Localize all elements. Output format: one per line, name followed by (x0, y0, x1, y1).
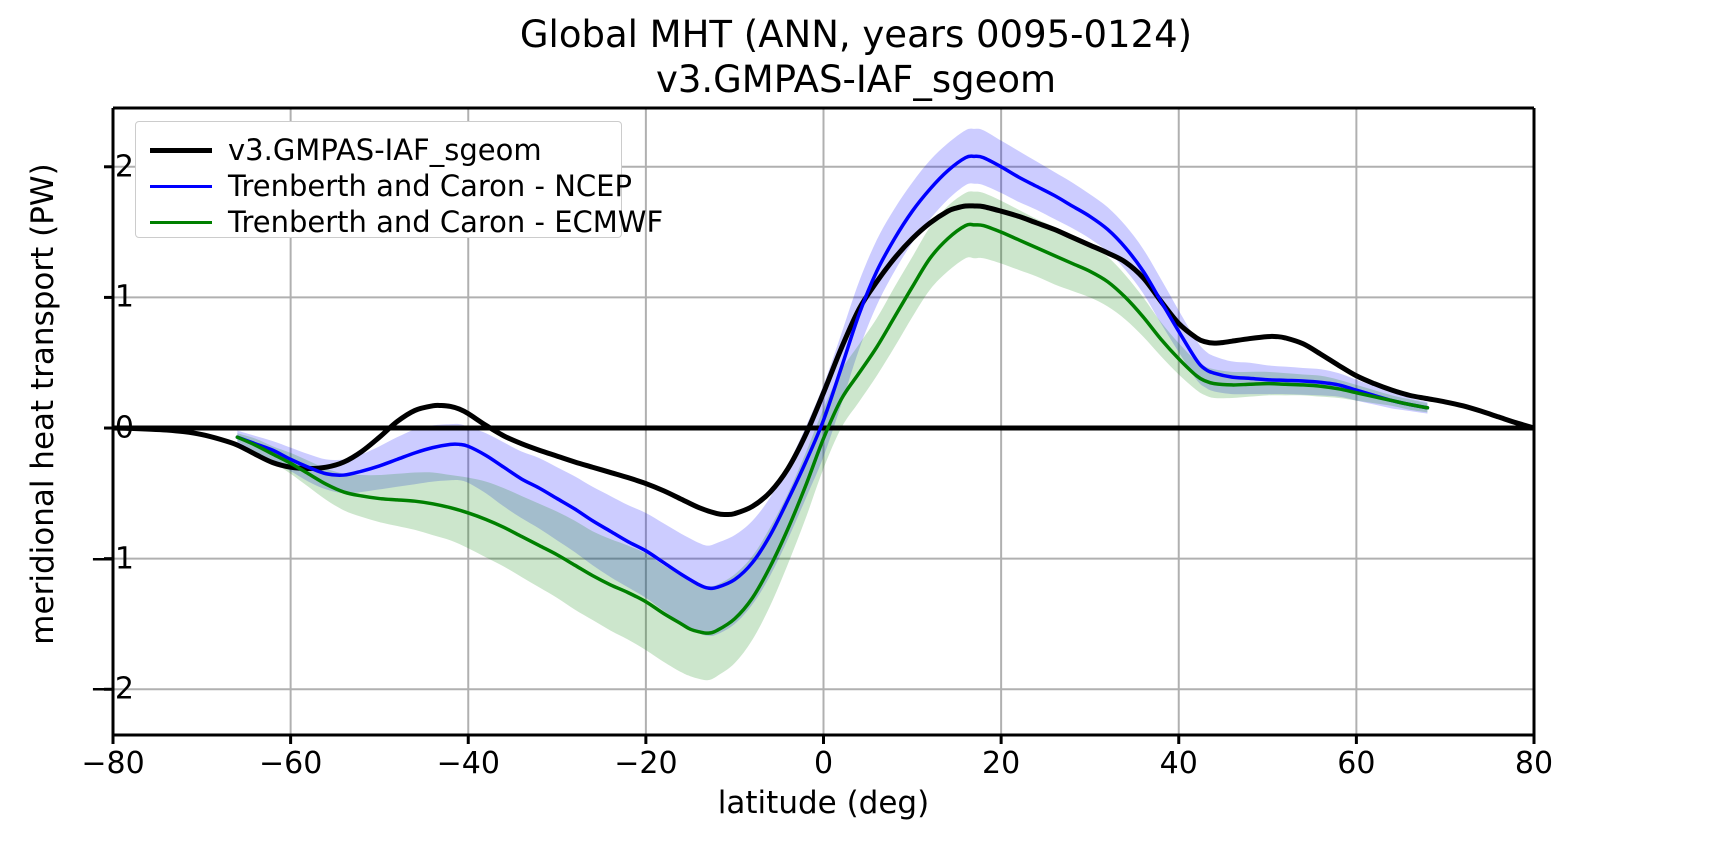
chart-title-line-2: v3.GMPAS-IAF_sgeom (655, 58, 1057, 101)
legend-item: v3.GMPAS-IAF_sgeom (150, 132, 542, 168)
x-axis-label: latitude (deg) (717, 785, 930, 821)
data-line (235, 154, 1430, 591)
legend-item-label: Trenberth and Caron - NCEP (228, 169, 632, 203)
y-tick-label: 1 (114, 279, 134, 315)
legend-line-swatch (150, 147, 212, 153)
legend-line-swatch (150, 184, 212, 188)
legend-item-label: Trenberth and Caron - ECMWF (228, 205, 664, 239)
chart-legend: v3.GMPAS-IAF_sgeom Trenberth and Caron - … (135, 121, 663, 239)
x-tick-label: 60 (1337, 746, 1376, 781)
x-tick-label: −80 (81, 746, 145, 781)
x-tick-label: 0 (813, 746, 834, 781)
data-line (235, 222, 1430, 635)
y-tick-label: −2 (89, 671, 134, 707)
y-tick-label: −1 (89, 541, 134, 577)
x-tick-label: −20 (614, 746, 678, 781)
x-tick-label: 20 (982, 746, 1021, 781)
x-tick-label: 80 (1514, 746, 1554, 781)
legend-item-label: v3.GMPAS-IAF_sgeom (228, 133, 542, 167)
y-tick-label: 0 (114, 410, 134, 446)
chart-title-line-1: Global MHT (ANN, years 0095-0124) (519, 13, 1193, 56)
legend-line-swatch (150, 220, 212, 224)
y-axis-label: meridional heat transport (PW) (25, 163, 61, 645)
x-tick-label: −40 (436, 746, 500, 781)
y-tick-label: 2 (114, 149, 134, 185)
data-line (113, 203, 1534, 518)
x-tick-label: −60 (258, 746, 323, 781)
uncertainty-band (237, 191, 1428, 681)
x-tick-label: 40 (1159, 746, 1198, 781)
legend-item: Trenberth and Caron - NCEP (150, 168, 632, 204)
legend-item: Trenberth and Caron - ECMWF (150, 204, 663, 240)
chart-title: Global MHT (ANN, years 0095-0124) v3.GMP… (0, 12, 1712, 102)
